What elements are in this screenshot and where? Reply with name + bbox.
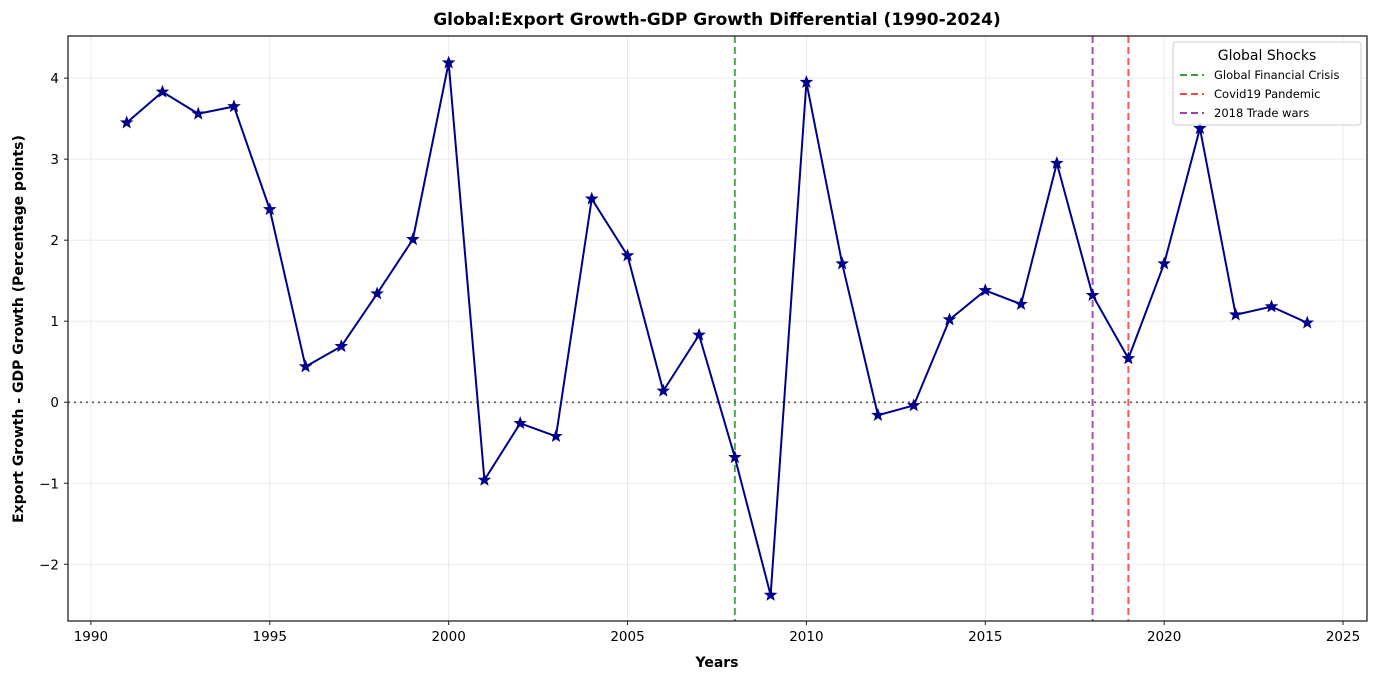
x-axis-label: Years [694,655,738,671]
data-point [1157,256,1171,270]
chart-title: Global:Export Growth-GDP Growth Differen… [433,10,1001,30]
y-tick-label: −2 [39,557,59,573]
legend-box [1172,41,1362,126]
y-tick-label: 3 [50,152,59,168]
data-point [1121,351,1136,365]
data-point [1300,315,1315,329]
x-tick-label: 2005 [610,629,644,645]
data-point [1264,299,1279,313]
data-point [119,115,134,129]
data-point [1014,297,1028,310]
data-point [799,75,814,88]
data-point [1050,156,1064,169]
data-point [692,327,706,341]
x-tick-label: 2000 [431,629,465,645]
data-point [406,232,420,246]
y-axis-ticks: −2 −1 0 1 2 3 4 [39,71,68,573]
y-tick-label: 2 [50,233,59,249]
data-point [334,339,349,353]
shock-lines [733,36,1130,621]
data-point [477,472,492,486]
data-point [763,587,778,601]
series-line [126,61,1308,597]
x-tick-label: 1990 [74,629,108,645]
data-point [906,398,921,412]
x-tick-label: 2010 [789,629,823,645]
data-point [871,408,885,421]
data-point [441,55,456,69]
y-axis-label: Export Growth - GDP Growth (Percentage p… [11,135,27,523]
series-group [119,55,1315,601]
data-point [835,256,849,270]
data-point [191,106,206,120]
data-point [1085,288,1100,302]
x-axis-ticks: 1990 1995 2000 2005 2010 2015 2020 2025 [74,621,1360,645]
data-point [549,429,563,443]
data-point [227,99,241,113]
data-point [513,416,527,430]
data-point [1193,121,1207,135]
data-point [1228,307,1243,321]
plot-frame [67,35,1368,622]
x-tick-label: 2020 [1147,629,1181,645]
data-point [370,286,384,300]
x-tick-label: 1995 [253,629,287,645]
y-tick-label: 0 [50,395,59,411]
legend-entry-label: 2018 Trade wars [1214,106,1309,120]
data-point [298,359,313,373]
legend-title: Global Shocks [1218,48,1317,64]
data-point [620,248,635,262]
data-point [728,450,742,464]
y-tick-label: 1 [50,314,59,330]
data-point [978,283,993,297]
data-point [942,312,957,326]
data-point [155,84,170,98]
y-tick-label: 4 [50,71,59,87]
legend: Global Shocks Global Financial Crisis Cov… [1172,41,1362,126]
x-tick-label: 2015 [968,629,1002,645]
legend-entry-label: Global Financial Crisis [1214,68,1339,82]
data-point [656,383,671,397]
x-tick-label: 2025 [1326,629,1360,645]
grid [68,36,1367,621]
y-tick-label: −1 [39,476,59,492]
data-point [584,191,599,205]
legend-entry-label: Covid19 Pandemic [1214,87,1321,101]
legend-entries: Global Financial Crisis Covid19 Pandemic 2… [1180,68,1339,120]
data-point [262,202,277,216]
